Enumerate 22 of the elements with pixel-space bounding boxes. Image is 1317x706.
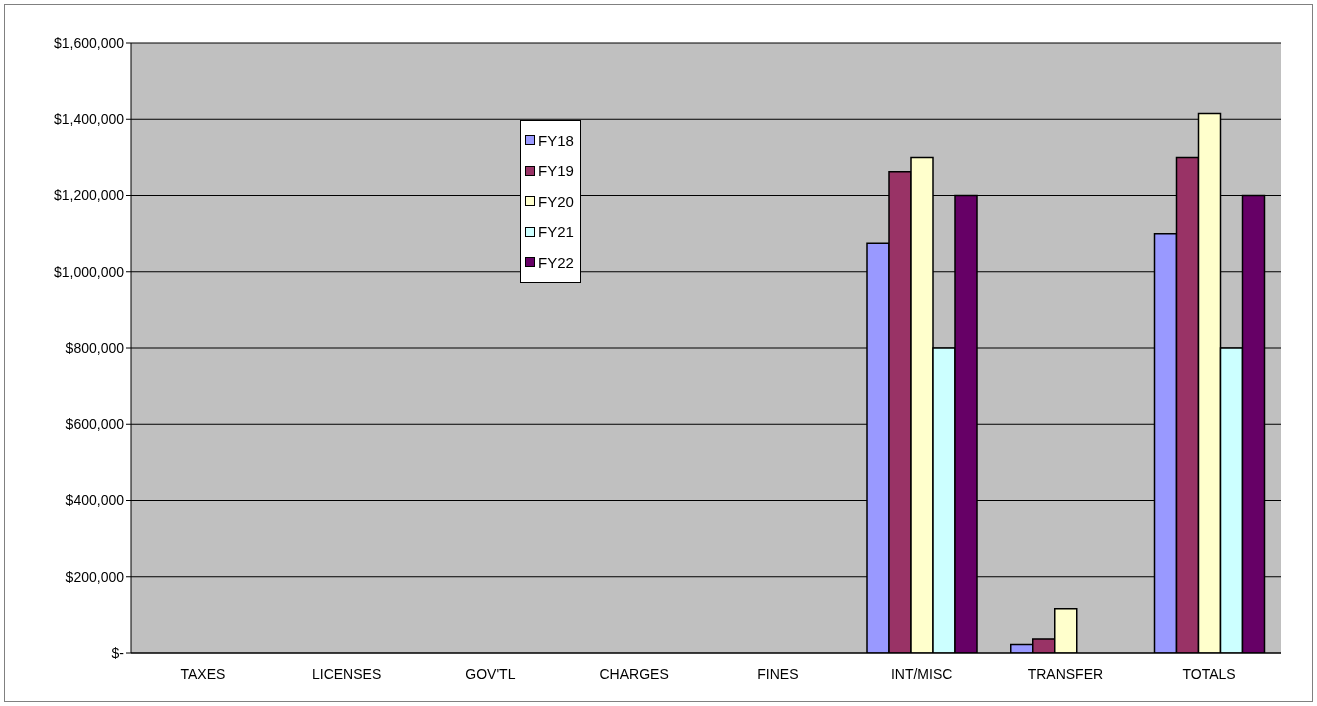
y-tick-label: $200,000: [65, 568, 125, 585]
x-tick-label: TAXES: [180, 665, 226, 682]
legend-label: FY20: [538, 192, 574, 210]
x-tick-label: TOTALS: [1182, 665, 1236, 682]
y-tick-label: $1,200,000: [53, 187, 125, 204]
y-tick-label: $800,000: [65, 339, 125, 356]
x-tick-label: TRANSFER: [1027, 665, 1104, 682]
legend-label: FY18: [538, 131, 574, 149]
y-tick-label: $1,400,000: [53, 111, 125, 128]
legend-label: FY21: [538, 223, 574, 241]
x-tick-label: FINES: [757, 665, 799, 682]
legend-label: FY22: [538, 253, 574, 271]
x-tick-label: CHARGES: [599, 665, 669, 682]
x-tick-label: INT/MISC: [890, 665, 953, 682]
x-tick-label: LICENSES: [312, 665, 382, 682]
legend-label: FY19: [538, 162, 574, 180]
y-tick-label: $600,000: [65, 416, 125, 433]
y-tick-label: $400,000: [65, 492, 125, 509]
y-tick-label: $1,600,000: [53, 34, 125, 51]
x-tick-label: GOV'TL: [465, 665, 516, 682]
y-tick-label: $1,000,000: [53, 263, 125, 280]
y-tick-label: $-: [111, 644, 125, 661]
